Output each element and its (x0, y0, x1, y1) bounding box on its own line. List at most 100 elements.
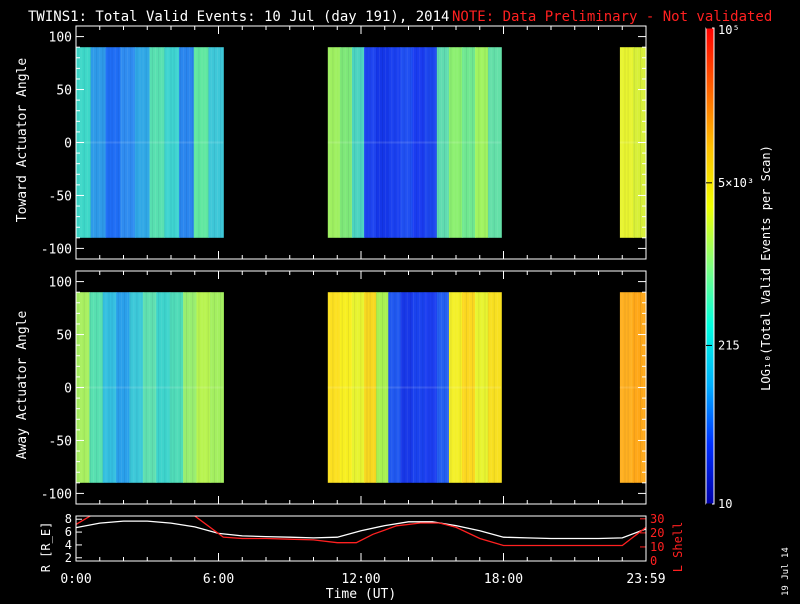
away-yticks: 100 50 0 -50 -100 (41, 271, 647, 504)
chart-title: TWINS1: Total Valid Events: 10 Jul (day … (28, 9, 449, 25)
lshell-ytick-label: 0 (650, 554, 657, 568)
away-cell (116, 292, 131, 483)
away-ytick-label: -50 (49, 434, 72, 449)
toward-angle-panel: Toward Actuator Angle 100 50 0 -50 -100 (15, 25, 647, 260)
away-cell (129, 292, 144, 483)
toward-cell (208, 47, 224, 238)
lshell-line (76, 516, 646, 547)
away-cell (169, 292, 184, 483)
colorbar-gradient (705, 27, 715, 505)
r-ytick-label: 6 (65, 525, 72, 539)
away-heatmap (76, 292, 647, 483)
date-stamp: 19 Jul 14 (781, 547, 791, 596)
toward-ytick-label: 100 (49, 31, 72, 46)
toward-frame (75, 25, 647, 260)
xaxis-label: Time (UT) (326, 587, 396, 600)
colorbar-label: LOG₁₀(Total Valid Events per Scan) (759, 145, 773, 391)
away-cell (364, 292, 377, 483)
away-angle-panel: Away Actuator Angle 100 50 0 -50 -100 (15, 270, 647, 505)
toward-cell (412, 47, 426, 238)
away-cell (400, 292, 414, 483)
away-cell (183, 292, 198, 483)
toward-ytick-label: 50 (56, 84, 72, 99)
orbit-lines (76, 516, 646, 547)
away-cell (209, 292, 224, 483)
away-cell (339, 292, 353, 483)
toward-cell (164, 47, 180, 238)
toward-ytick-label: -50 (49, 189, 72, 204)
away-cell (619, 292, 634, 483)
lshell-ytick-label: 30 (650, 512, 664, 526)
colorbar-tick-label: 10 (718, 497, 732, 511)
away-cell (156, 292, 171, 483)
toward-yticks: 100 50 0 -50 -100 (41, 26, 647, 259)
xtick-label: 12:00 (341, 572, 380, 587)
away-cell (488, 292, 502, 483)
lshell-ytick-label: 20 (650, 526, 664, 540)
away-cell (448, 292, 463, 483)
away-ylabel: Away Actuator Angle (15, 310, 30, 459)
toward-cell (134, 47, 151, 238)
toward-cell (193, 47, 210, 238)
away-cell (327, 292, 341, 483)
away-cell (436, 292, 450, 483)
toward-cell (436, 47, 450, 238)
colorbar-tick-label: 10⁵ (718, 23, 740, 37)
toward-cell (400, 47, 414, 238)
away-cell (424, 292, 438, 483)
xtick-label: 18:00 (484, 572, 523, 587)
away-cell (388, 292, 401, 483)
away-ytick-label: 0 (64, 382, 72, 397)
lshell-ytick-label: 10 (650, 540, 664, 554)
away-cell (461, 292, 476, 483)
toward-cell (179, 47, 195, 238)
away-cell (142, 292, 157, 483)
colorbar-tick-label: 5×10³ (718, 176, 754, 190)
away-cell (475, 292, 489, 483)
r-ytick-label: 8 (65, 512, 72, 526)
away-ytick-label: 50 (56, 329, 72, 344)
r-ylabel: R [R_E] (39, 522, 53, 573)
toward-cell (327, 47, 341, 238)
toward-cell (388, 47, 401, 238)
toward-ytick-label: -100 (41, 242, 72, 257)
away-ytick-label: -100 (41, 487, 72, 502)
toward-ytick-label: 0 (64, 137, 72, 152)
toward-ylabel: Toward Actuator Angle (15, 58, 30, 223)
preliminary-note: NOTE: Data Preliminary - Not validated (452, 9, 772, 25)
orbit-frame (75, 515, 647, 562)
toward-cell (448, 47, 463, 238)
toward-cell (149, 47, 165, 238)
xtick-label: 0:00 (60, 572, 91, 587)
away-cell (102, 292, 117, 483)
xtick-label: 23:59 (626, 572, 665, 587)
lshell-ylabel: L Shell (671, 522, 685, 573)
toward-cell (475, 47, 489, 238)
toward-cell (461, 47, 476, 238)
r-ytick-label: 4 (65, 538, 72, 552)
colorbar: 10⁵ 5×10³ 215 10 LOG₁₀(Total Valid Events p… (705, 23, 773, 511)
toward-cell (364, 47, 377, 238)
away-cell (196, 292, 211, 483)
r-ytick-label: 2 (65, 551, 72, 565)
away-cell (352, 292, 365, 483)
toward-heatmap (76, 47, 647, 238)
toward-cell (105, 47, 121, 238)
xtick-label: 6:00 (203, 572, 234, 587)
colorbar-ticks: 10⁵ 5×10³ 215 10 (706, 23, 754, 511)
colorbar-tick-label: 215 (718, 338, 740, 352)
toward-cell (120, 47, 136, 238)
away-cell (89, 292, 104, 483)
toward-cell (488, 47, 502, 238)
r-distance-line (76, 520, 646, 540)
toward-cell (424, 47, 438, 238)
toward-cell (339, 47, 353, 238)
away-cell (376, 292, 389, 483)
toward-cell (619, 47, 634, 238)
away-cell (412, 292, 426, 483)
toward-cell (352, 47, 365, 238)
toward-cell (90, 47, 106, 238)
